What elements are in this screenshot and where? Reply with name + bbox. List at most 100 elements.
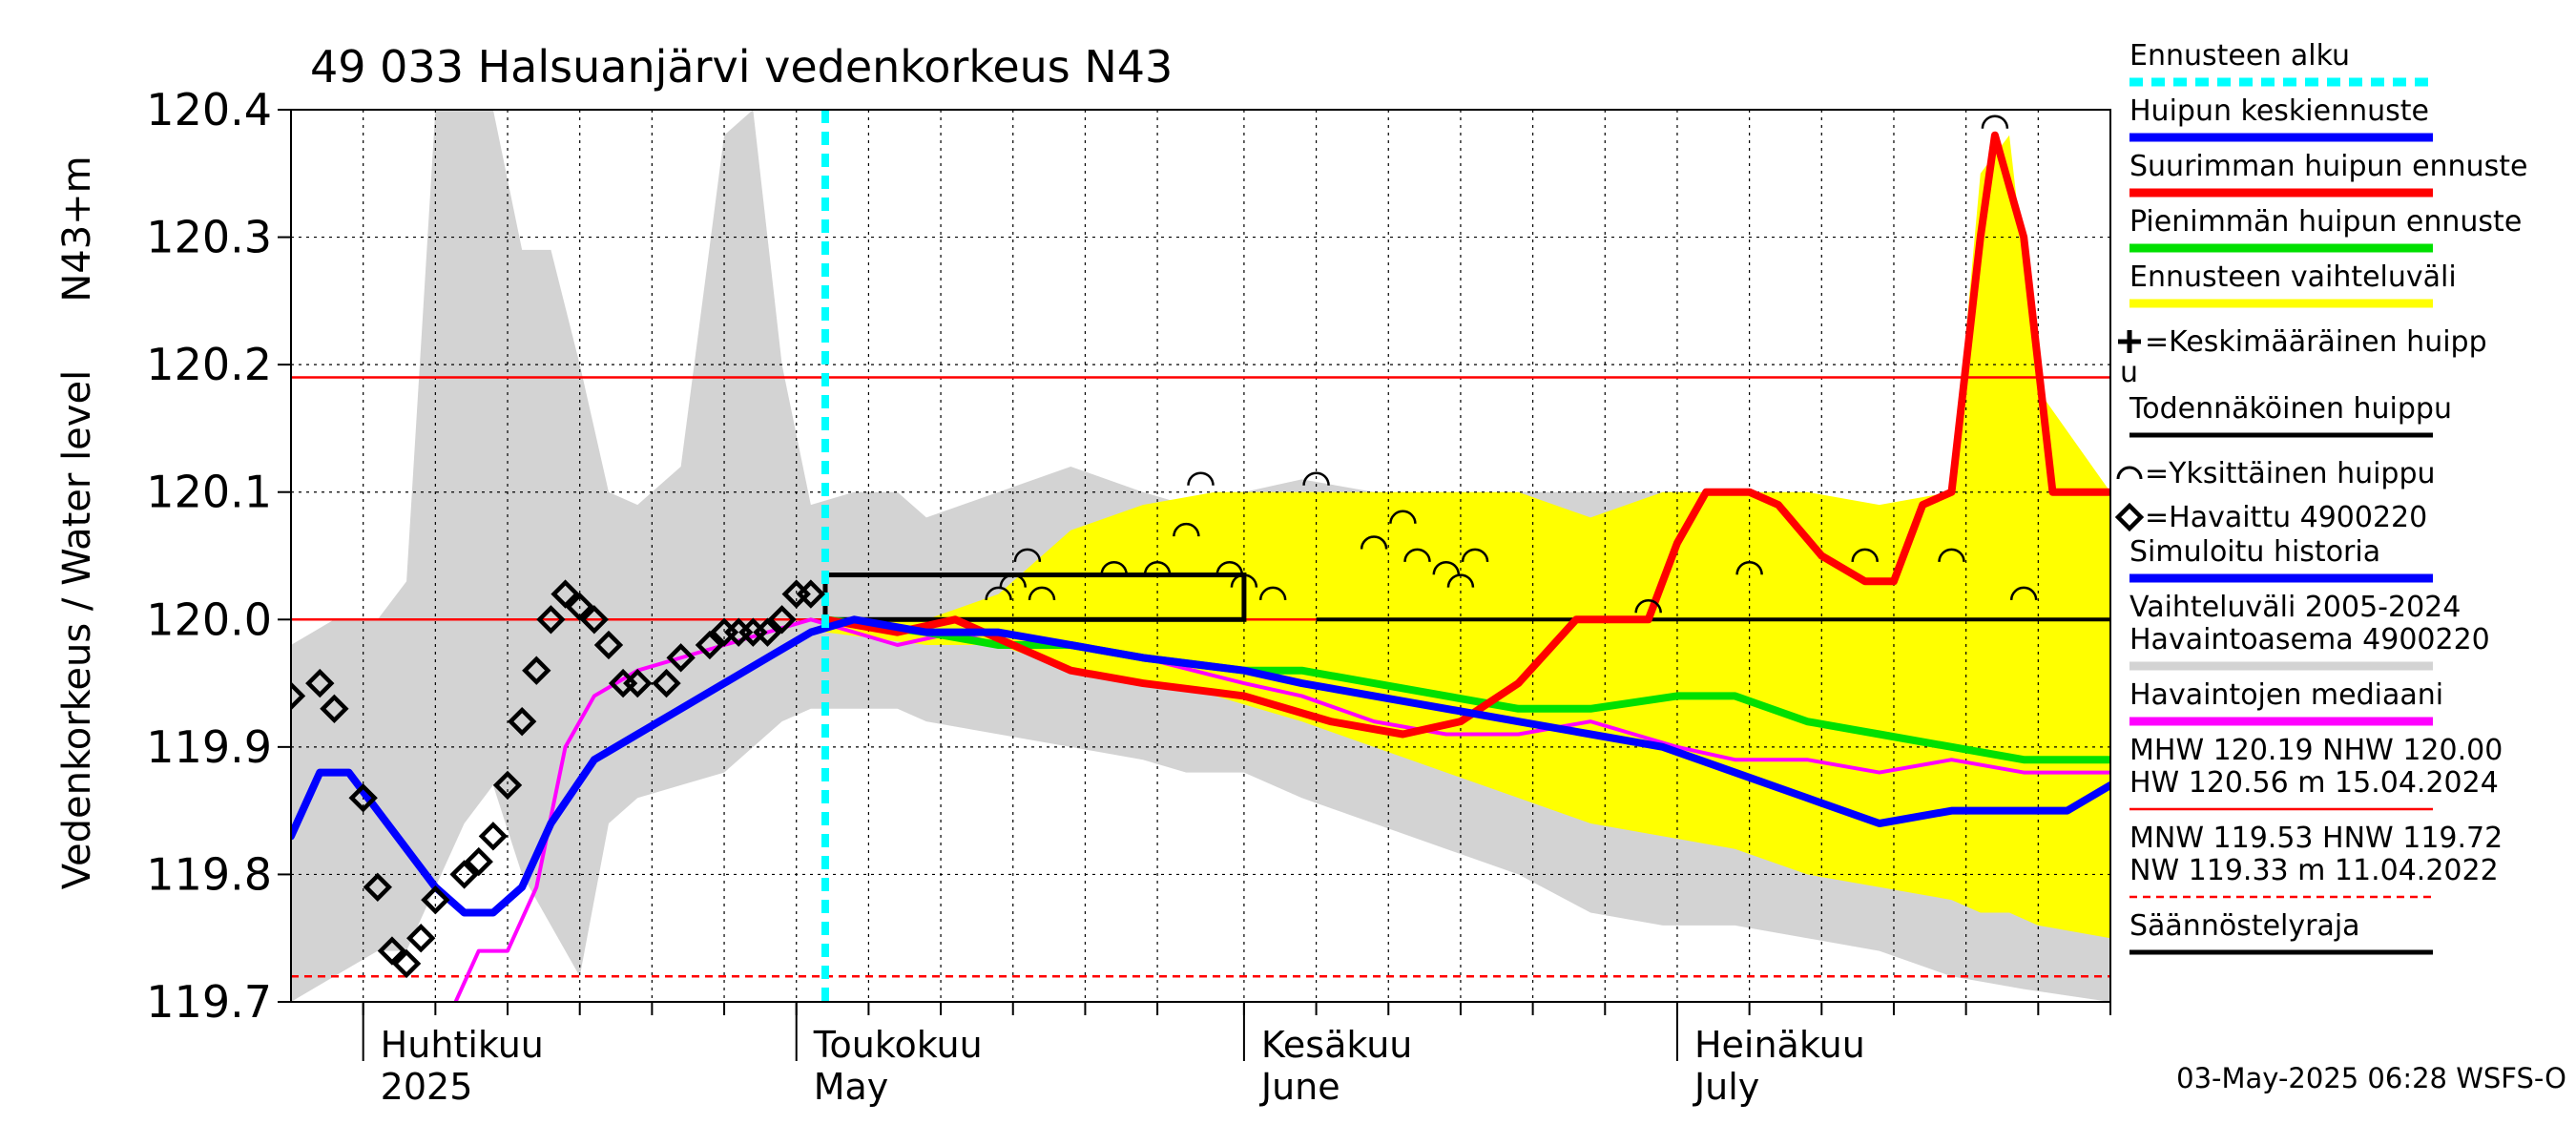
single-peak-marker: [985, 586, 1012, 601]
legend-arc-symbol: [2116, 466, 2143, 480]
plot-area: [291, 110, 2110, 1002]
legend: Ennusteen alku Huipun keskiennuste Suurimm…: [2114, 39, 2527, 955]
x-month-sublabel: June: [1259, 1066, 1340, 1108]
observed-diamond-marker: [565, 592, 594, 622]
legend-label-mhw-120-19-nhw-120-00: MHW 120.19 NHW 120.00: [2129, 734, 2503, 767]
single-peak-marker: [1981, 114, 2009, 129]
axes: 119.7 119.8 119.9 120.0 120.1 120.2 120.3 120.4…: [146, 84, 2111, 1108]
y-axis-label: Vedenkorkeus / Water level: [55, 370, 99, 889]
legend-label-simuloitu-historia: Simuloitu historia: [2129, 535, 2380, 569]
x-month-sublabel: 2025: [381, 1066, 473, 1108]
single-peak-marker: [1446, 573, 1475, 588]
legend-label-ennusteen-vaihteluvali: Ennusteen vaihteluväli: [2129, 260, 2457, 294]
single-peak-marker: [1389, 510, 1417, 524]
single-peak-marker: [1143, 560, 1172, 575]
simuloitu-historia-line: [291, 615, 2110, 917]
observed-diamond-marker: [536, 605, 566, 635]
observed-diamond-marker: [492, 770, 523, 801]
legend-label-vaihteluvali-2005-2024: Vaihteluväli 2005-2024: [2129, 591, 2461, 624]
legend-label-mnw-119-53-hnw-119-72: MNW 119.53 HNW 119.72: [2129, 822, 2503, 855]
legend-label-havaittu-4900220: =Havaittu 4900220: [2145, 501, 2427, 534]
observed-diamond-marker: [579, 605, 610, 635]
single-peak-marker: [1187, 471, 1215, 486]
ennusteen-vaihteluvali-band: [824, 135, 2110, 939]
legend-label-todennakoinen-huippu: Todennäköinen huippu: [2129, 392, 2452, 426]
single-peak-marker: [1735, 560, 1763, 575]
y-tick-label: 120.3: [146, 212, 272, 263]
y-tick-label: 119.7: [146, 976, 272, 1028]
x-month-label: Toukokuu: [813, 1024, 983, 1066]
single-peak-marker: [1173, 522, 1200, 537]
y-axis-unit-label: N43+m: [55, 156, 99, 302]
observed-diamond-marker: [753, 617, 782, 647]
legend-label-continued: NW 119.33 m 11.04.2022: [2129, 854, 2499, 887]
observed-diamond-marker: [449, 860, 479, 889]
observed-diamond-marker: [391, 948, 422, 979]
observed-diamond-marker: [623, 668, 653, 698]
legend-label-havaintojen-mediaani: Havaintojen mediaani: [2129, 678, 2443, 712]
legend-label-pienimman-huipun-ennuste: Pienimmän huipun ennuste: [2129, 205, 2522, 239]
single-peak-marker: [1258, 586, 1287, 601]
single-peak-marker: [1028, 586, 1056, 601]
y-tick-label: 120.1: [146, 467, 272, 518]
single-peak-marker: [1938, 548, 1965, 562]
single-peak-marker: [1634, 599, 1662, 614]
x-month-sublabel: July: [1693, 1066, 1759, 1108]
legend-label-continued: HW 120.56 m 15.04.2024: [2129, 766, 2499, 800]
single-peak-marker: [1403, 548, 1431, 562]
legend-plus-symbol: [2118, 330, 2141, 353]
observed-diamond-marker: [305, 668, 335, 698]
observed-diamond-marker: [767, 605, 797, 635]
chart-title: 49 033 Halsuanjärvi vedenkorkeus N43: [310, 41, 1173, 93]
single-peak-marker: [1461, 548, 1489, 562]
observed-diamond-marker: [695, 630, 725, 660]
single-peak-marker: [2009, 586, 2038, 601]
single-peak-marker: [1302, 471, 1330, 486]
y-tick-label: 120.0: [146, 593, 272, 645]
x-month-label: Kesäkuu: [1261, 1024, 1413, 1066]
observed-diamond-marker: [796, 579, 826, 609]
observed-diamond-marker: [320, 694, 349, 723]
y-tick-label: 120.2: [146, 339, 272, 390]
y-tick-label: 120.4: [146, 84, 272, 135]
observed-diamond-marker: [507, 706, 537, 737]
observed-diamond-marker: [421, 885, 450, 915]
legend-diamond-symbol: [2114, 502, 2145, 532]
legend-label-continued: Havaintoasema 4900220: [2129, 623, 2490, 656]
observed-diamond-marker: [377, 936, 407, 966]
legend-label-huipun-keskiennuste: Huipun keskiennuste: [2129, 94, 2429, 128]
single-peak-marker: [1360, 535, 1388, 550]
observed-diamond-marker: [406, 924, 436, 953]
legend-label-saannostelyraja: Säännöstelyraja: [2129, 909, 2360, 943]
y-tick-label: 119.9: [146, 721, 272, 773]
single-peak-marker: [999, 573, 1027, 588]
single-peak-marker: [1013, 548, 1042, 562]
legend-label-continued: u: [2120, 356, 2138, 389]
suurimman-huipun-ennuste-line: [821, 131, 2110, 739]
plot-frame: [290, 109, 2111, 1003]
legend-label-yksittainen-huippu: =Yksittäinen huippu: [2145, 457, 2436, 490]
observed-diamond-marker: [652, 668, 681, 698]
observed-diamond-marker: [478, 822, 509, 851]
legend-label-keskimaarainen-huipp: =Keskimääräinen huipp: [2145, 325, 2487, 359]
observed-diamond-marker: [348, 783, 378, 813]
single-peak-marker: [1215, 560, 1244, 575]
observed-diamond-marker: [666, 643, 696, 673]
x-month-sublabel: May: [814, 1066, 889, 1108]
x-month-label: Huhtikuu: [381, 1024, 544, 1066]
observed-diamond-marker: [551, 579, 580, 609]
single-peak-marker: [1230, 573, 1258, 588]
single-peak-marker: [1432, 560, 1461, 575]
legend-label-suurimman-huipun-ennuste: Suurimman huipun ennuste: [2129, 150, 2527, 183]
plot-content: [291, 110, 2110, 1002]
single-peak-marker: [1100, 560, 1128, 575]
legend-label-ennusteen-alku: Ennusteen alku: [2129, 39, 2350, 73]
timestamp-footer: 03-May-2025 06:28 WSFS-O: [2176, 1062, 2566, 1094]
observed-diamond-marker: [291, 681, 306, 711]
single-peak-marker: [1851, 548, 1879, 562]
observed-diamond-marker: [522, 656, 551, 685]
x-month-label: Heinäkuu: [1694, 1024, 1865, 1066]
observed-diamond-marker: [464, 846, 493, 877]
observed-diamond-marker: [363, 872, 392, 902]
